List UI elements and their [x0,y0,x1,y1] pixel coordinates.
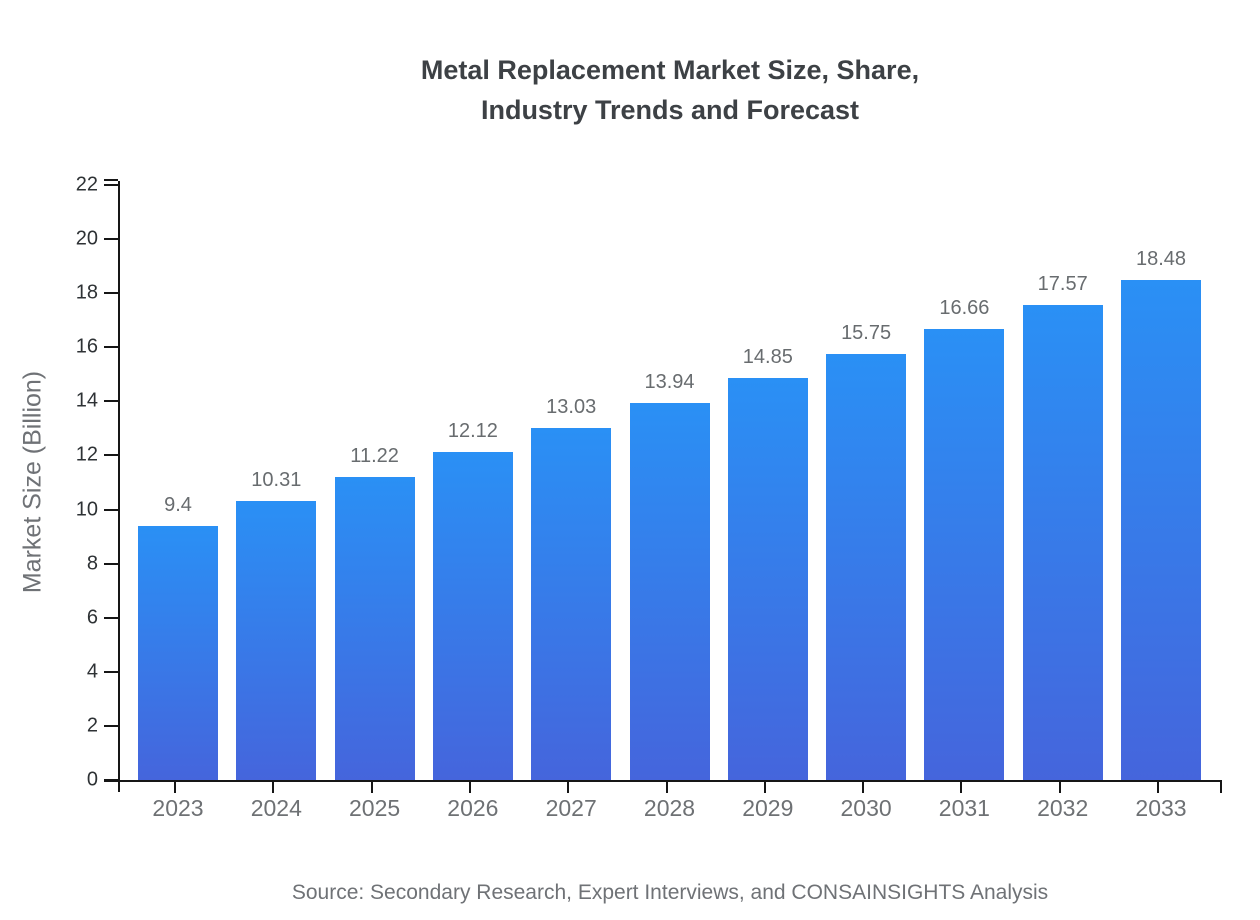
x-tick [1157,780,1159,793]
bar [727,378,808,780]
y-axis-line [118,181,120,792]
y-tick-label: 2 [86,714,98,737]
y-tick [104,454,118,457]
x-tick-label: 2025 [349,795,401,821]
x-tick [370,780,373,793]
y-tick-label: 0 [86,768,98,791]
x-tick-label: 2026 [447,795,499,821]
x-tick-label: 2028 [643,795,696,821]
y-tick-label: 10 [75,498,98,521]
bar [334,476,415,780]
bar [531,427,612,780]
y-tick-label: 18 [75,281,98,304]
bar [432,452,513,780]
y-tick [104,562,118,565]
x-tick [665,780,668,793]
y-tick [104,670,118,673]
y-tick-label: 20 [75,227,98,250]
bar [236,501,317,780]
x-axis-line [104,780,1222,782]
bar [1121,280,1201,780]
x-tick-label: 2031 [938,795,990,821]
source-note: Source: Secondary Research, Expert Inter… [291,881,1049,904]
x-tick-label: 2030 [840,795,892,821]
bar-value-label: 9.4 [164,493,192,516]
bar-value-label: 10.31 [251,469,302,492]
y-tick [104,779,118,781]
bar [1022,304,1103,780]
x-tick-label: 2033 [1135,795,1187,821]
x-tick [862,780,865,793]
y-axis-end-cap [104,179,118,181]
x-tick [763,780,766,793]
bar-value-label: 18.48 [1135,248,1187,271]
bar [924,329,1005,780]
chart-title-line2: Industry Trends and Forecast [480,95,860,125]
y-tick [104,400,118,403]
x-tick-label: 2029 [742,795,794,821]
x-tick [567,780,570,793]
bar-value-label: 12.12 [447,420,498,443]
y-tick-label: 8 [86,552,98,575]
x-tick [1058,780,1061,793]
y-tick [104,724,118,727]
bar-value-label: 15.75 [841,322,892,345]
bar [629,402,710,780]
bar-value-label: 11.22 [350,444,399,467]
x-axis-end-cap [1220,780,1222,793]
bar [826,354,907,780]
chart-title-line1: Metal Replacement Market Size, Share, [420,55,920,85]
y-tick [104,238,118,241]
y-tick-label: 4 [86,660,98,683]
bar [138,525,218,780]
x-tick [468,780,471,793]
x-tick-label: 2024 [250,795,302,821]
bar-value-label: 14.85 [742,346,793,369]
y-tick-label: 16 [75,335,98,358]
x-tick-label: 2032 [1037,795,1089,821]
y-tick [104,292,118,295]
bar-value-label: 13.03 [546,395,597,418]
chart-title: Metal Replacement Market Size, Share, In… [118,50,1222,130]
y-tick [104,616,118,619]
y-tick-label: 22 [75,173,98,196]
x-tick [174,780,176,793]
bar-value-label: 16.66 [939,297,990,320]
y-tick [104,508,118,511]
x-tick-label: 2027 [545,795,597,821]
y-tick [104,346,118,349]
y-tick-label: 14 [75,389,98,412]
x-tick [272,780,275,793]
x-tick [960,780,963,793]
y-tick [104,184,118,186]
x-tick-label: 2023 [152,795,204,821]
bar-value-label: 17.57 [1037,272,1088,295]
y-tick-label: 12 [75,443,98,466]
bar-value-label: 13.94 [644,370,695,393]
y-tick-label: 6 [86,606,98,629]
